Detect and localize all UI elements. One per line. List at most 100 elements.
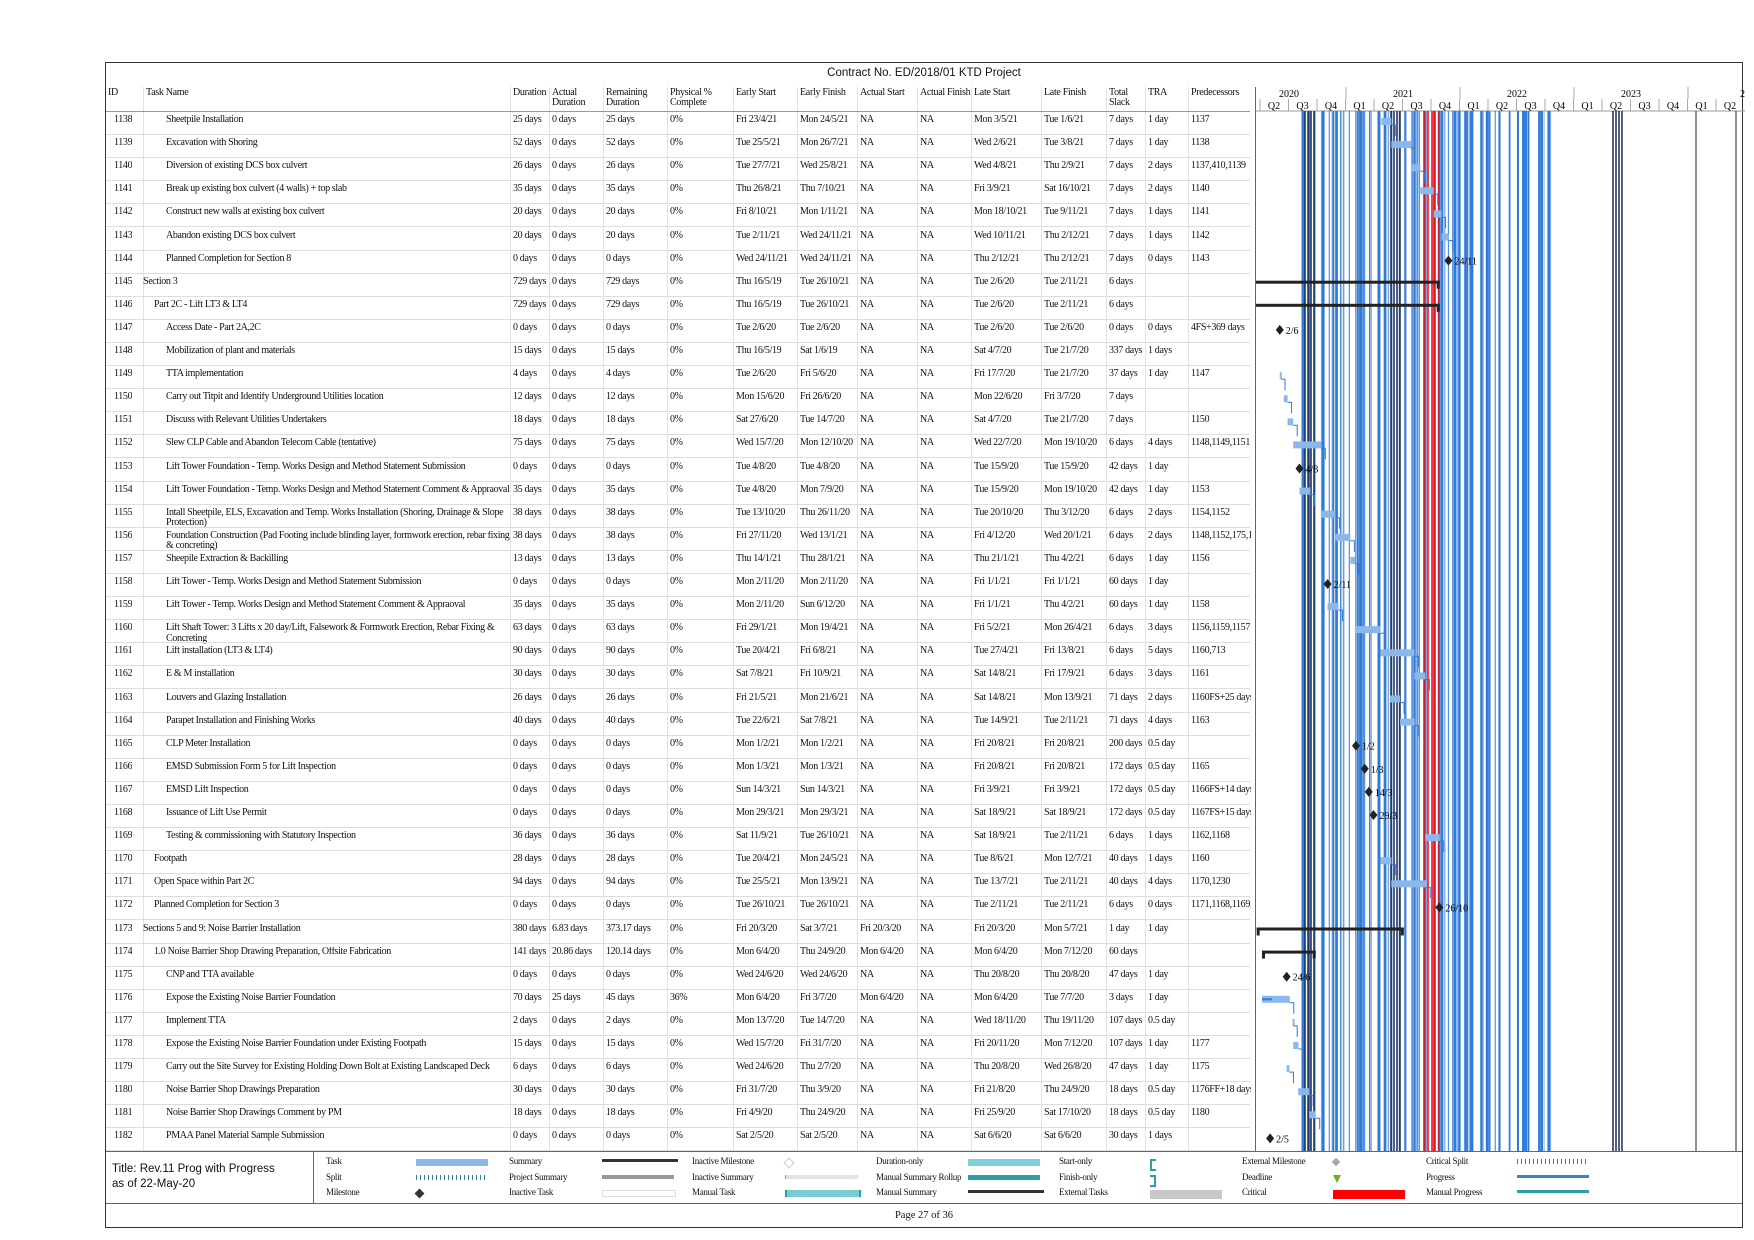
column-header[interactable]: Duration (513, 87, 547, 98)
column-header[interactable]: Late Start (974, 87, 1011, 98)
task-name[interactable]: Implement TTA (166, 1015, 226, 1026)
table-row[interactable]: 1174 1.0 Noise Barrier Shop Drawing Prepa… (106, 944, 1250, 967)
column-header[interactable]: Total Slack (1109, 87, 1130, 108)
table-row[interactable]: 1157 Sheepile Extraction & Backilling 13 d… (106, 551, 1250, 574)
table-row[interactable]: 1148 Mobilization of plant and materials 1… (106, 343, 1250, 367)
table-row[interactable]: 1177 Implement TTA 2 days 0 days 2 days 0% Mon… (106, 1013, 1250, 1036)
table-row[interactable]: 1145 Section 3 729 days 0 days 729 days 0% Thu… (106, 274, 1250, 297)
table-row[interactable]: 1169 Testing & commissioning with Statuto… (106, 828, 1250, 852)
table-row[interactable]: 1158 Lift Tower - Temp. Works Design and … (106, 574, 1250, 598)
table-row[interactable]: 1159 Lift Tower - Temp. Works Design and … (106, 597, 1250, 621)
task-name[interactable]: 1.0 Noise Barrier Shop Drawing Preparati… (154, 946, 391, 957)
task-name[interactable]: Abandon existing DCS box culvert (166, 230, 296, 241)
table-row[interactable]: 1182 PMAA Panel Material Sample Submissio… (106, 1128, 1250, 1152)
table-row[interactable]: 1176 Expose the Existing Noise Barrier Fo… (106, 990, 1250, 1013)
table-row[interactable]: 1181 Noise Barrier Shop Drawings Comment … (106, 1105, 1250, 1129)
task-name[interactable]: Foundation Construction (Pad Footing inc… (166, 530, 510, 552)
task-name[interactable]: E & M installation (166, 669, 235, 680)
task-name[interactable]: TTA implementation (166, 369, 244, 380)
column-header[interactable]: Early Finish (800, 87, 846, 98)
task-name[interactable]: Lift Tower Foundation - Temp. Works Desi… (166, 461, 466, 472)
task-name[interactable]: Carry out Titpit and Identify Undergroun… (166, 392, 384, 403)
column-header[interactable]: ID (108, 87, 118, 98)
task-name[interactable]: Access Date - Part 2A,2C (166, 322, 261, 333)
table-row[interactable]: 1146 Part 2C - Lift LT3 & LT4 729 days 0 da… (106, 297, 1250, 320)
column-header[interactable]: TRA (1148, 87, 1168, 98)
table-row[interactable]: 1155 Intall Sheetpile, ELS, Excavation an… (106, 505, 1250, 528)
table-row[interactable]: 1170 Footpath 28 days 0 days 28 days 0% Tue 20… (106, 851, 1250, 875)
task-name[interactable]: Parapet Installation and Finishing Works (166, 715, 315, 726)
task-name[interactable]: Lift Tower - Temp. Works Design and Meth… (166, 577, 422, 587)
column-header[interactable]: Remaining Duration (606, 87, 648, 108)
task-name[interactable]: Mobilization of plant and materials (166, 346, 295, 356)
table-row[interactable]: 1150 Carry out Titpit and Identify Underg… (106, 389, 1250, 413)
task-name[interactable]: Footpath (154, 854, 187, 865)
task-name[interactable]: PMAA Panel Material Sample Submission (166, 1131, 325, 1142)
table-row[interactable]: 1143 Abandon existing DCS box culvert 20 d… (106, 228, 1250, 251)
column-header[interactable]: Actual Duration (552, 87, 586, 108)
task-name[interactable]: Sheetpile Installation (166, 115, 244, 125)
table-row[interactable]: 1179 Carry out the Site Survey for Existi… (106, 1059, 1250, 1083)
task-name[interactable]: Open Space within Part 2C (154, 877, 255, 888)
table-row[interactable]: 1149 TTA implementation 4 days 0 days 4 days… (106, 366, 1250, 390)
task-name[interactable]: Intall Sheetpile, ELS, Excavation and Te… (166, 507, 504, 529)
table-row[interactable]: 1140 Diversion of existing DCS box culver… (106, 158, 1250, 182)
table-row[interactable]: 1156 Foundation Construction (Pad Footing… (106, 528, 1251, 552)
table-row[interactable]: 1175 CNP and TTA available 0 days 0 days 0 d… (106, 967, 1250, 990)
task-name[interactable]: Excavation with Shoring (166, 138, 258, 149)
task-name[interactable]: Carry out the Site Survey for Existing H… (166, 1062, 490, 1073)
table-row[interactable]: 1164 Parapet Installation and Finishing W… (106, 713, 1250, 736)
task-name[interactable]: Noise Barrier Shop Drawings Preparation (166, 1085, 320, 1096)
task-name[interactable]: Lift Shaft Tower: 3 Lifts x 20 day/Lift,… (166, 623, 495, 644)
task-name[interactable]: EMSD Submission Form 5 for Lift Inspecti… (166, 761, 336, 772)
table-row[interactable]: 1160 Lift Shaft Tower: 3 Lifts x 20 day/L… (106, 620, 1250, 643)
table-row[interactable]: 1144 Planned Completion for Section 8 0 da… (106, 251, 1250, 274)
task-name[interactable]: Lift Tower Foundation - Temp. Works Desi… (166, 484, 510, 495)
table-row[interactable]: 1163 Louvers and Glazing Installation 26 d… (106, 690, 1251, 713)
table-row[interactable]: 1139 Excavation with Shoring 52 days 0 days… (106, 135, 1250, 159)
table-row[interactable]: 1142 Construct new walls at existing box … (106, 204, 1250, 228)
task-name[interactable]: Expose the Existing Noise Barrier Founda… (166, 992, 336, 1003)
table-row[interactable]: 1147 Access Date - Part 2A,2C 0 days 0 days… (106, 320, 1250, 343)
task-name[interactable]: Issuance of Lift Use Permit (166, 808, 267, 818)
table-row[interactable]: 1165 CLP Meter Installation 0 days 0 days 0 … (106, 736, 1250, 759)
table-row[interactable]: 1178 Expose the Existing Noise Barrier Fo… (106, 1036, 1250, 1060)
task-name[interactable]: Slew CLP Cable and Abandon Telecom Cable… (166, 438, 376, 449)
table-row[interactable]: 1171 Open Space within Part 2C 94 days 0 da… (106, 874, 1250, 898)
table-row[interactable]: 1166 EMSD Submission Form 5 for Lift Insp… (106, 759, 1250, 782)
task-name[interactable]: Discuss with Relevant Utilities Undertak… (166, 415, 327, 426)
column-header[interactable]: Task Name (146, 87, 189, 98)
table-row[interactable]: 1162 E & M installation 30 days 0 days 30 da… (106, 666, 1250, 690)
task-name[interactable]: CLP Meter Installation (166, 738, 251, 749)
task-name[interactable]: Lift Tower - Temp. Works Design and Meth… (166, 600, 466, 611)
task-name[interactable]: Lift installation (LT3 & LT4) (166, 646, 273, 657)
table-row[interactable]: 1138 Sheetpile Installation 25 days 0 days 2… (106, 112, 1250, 136)
task-name[interactable]: Planned Completion for Section 3 (154, 900, 279, 911)
column-header[interactable]: Actual Finish (920, 87, 971, 98)
table-row[interactable]: 1173 Sections 5 and 9: Noise Barrier Inst… (106, 921, 1250, 944)
task-name[interactable]: Sheepile Extraction & Backilling (166, 553, 288, 564)
table-row[interactable]: 1154 Lift Tower Foundation - Temp. Works … (106, 482, 1250, 505)
task-name[interactable]: Louvers and Glazing Installation (166, 692, 287, 703)
column-header[interactable]: Predecessors (1191, 87, 1240, 98)
task-name[interactable]: EMSD Lift Inspection (166, 784, 249, 795)
task-name[interactable]: CNP and TTA available (166, 969, 254, 980)
table-row[interactable]: 1153 Lift Tower Foundation - Temp. Works … (106, 459, 1250, 482)
task-name[interactable]: Diversion of existing DCS box culvert (166, 161, 308, 172)
task-name[interactable]: Testing & commissioning with Statutory I… (166, 831, 356, 842)
table-row[interactable]: 1151 Discuss with Relevant Utilities Unde… (106, 412, 1250, 436)
task-name[interactable]: Part 2C - Lift LT3 & LT4 (154, 299, 248, 310)
column-header[interactable]: Late Finish (1044, 87, 1086, 98)
table-row[interactable]: 1161 Lift installation (LT3 & LT4) 90 days… (106, 643, 1250, 667)
task-name[interactable]: Break up existing box culvert (4 walls) … (166, 184, 347, 195)
task-name[interactable]: Expose the Existing Noise Barrier Founda… (166, 1039, 427, 1049)
task-name[interactable]: Sections 5 and 9: Noise Barrier Installa… (143, 923, 301, 934)
table-row[interactable]: 1172 Planned Completion for Section 3 0 da… (106, 897, 1251, 921)
task-name[interactable]: Construct new walls at existing box culv… (166, 207, 325, 218)
task-name[interactable]: Section 3 (143, 276, 178, 287)
column-header[interactable]: Physical % Complete (670, 87, 712, 108)
task-name[interactable]: Planned Completion for Section 8 (166, 253, 291, 264)
table-row[interactable]: 1141 Break up existing box culvert (4 wal… (106, 181, 1250, 205)
table-row[interactable]: 1152 Slew CLP Cable and Abandon Telecom C… (106, 435, 1250, 459)
table-row[interactable]: 1180 Noise Barrier Shop Drawings Preparat… (106, 1082, 1251, 1106)
